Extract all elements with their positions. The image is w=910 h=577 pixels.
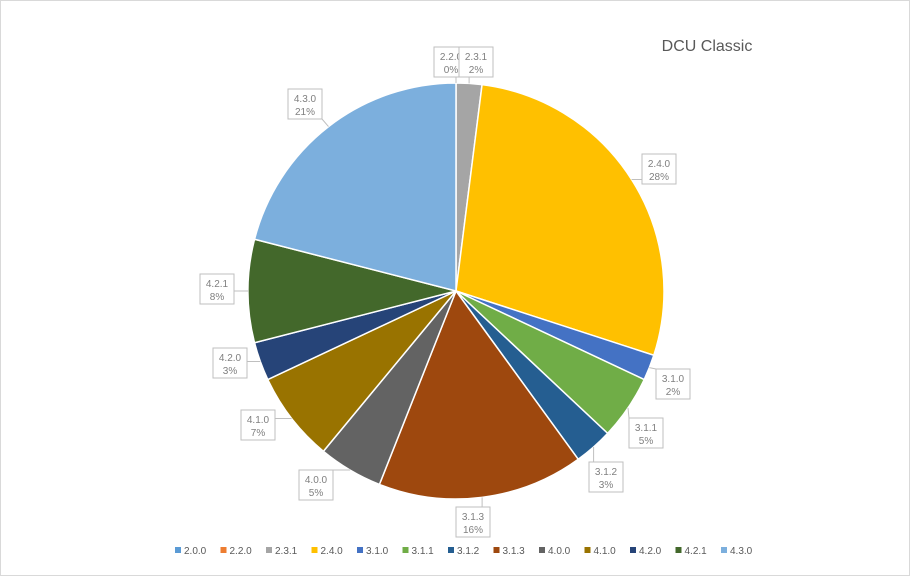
legend-item-3-1-0: 3.1.0 [357,546,389,557]
data-label-category: 4.2.1 [206,279,229,290]
legend-swatch [357,547,363,553]
pie-slice-2-4-0 [455,83,665,357]
data-label-percent: 2% [469,65,484,76]
data-label-box-2-4-0 [641,153,677,185]
data-label-percent: 8% [210,292,225,303]
data-label-box-4-2-0 [212,347,248,379]
pie-slice-3-1-3 [378,289,580,500]
data-label-box-4-3-0 [287,88,323,120]
data-label-percent: 2% [666,387,681,398]
legend-item-4-1-0: 4.1.0 [584,546,617,557]
legend-item-3-1-3: 3.1.3 [493,546,526,557]
legend-label: 2.4.0 [321,546,344,557]
leader-line-3-1-1 [627,407,630,419]
data-label-category: 3.1.1 [635,423,658,434]
data-label-4-2-1: 4.2.1 8% [199,273,248,305]
legend-item-4-2-1: 4.2.1 [675,546,708,557]
legend-swatch [630,547,636,553]
data-label-3-1-3: 3.1.3 16% [455,497,491,538]
data-label-category: 4.1.0 [247,415,270,426]
data-label-box-3-1-1 [628,417,664,449]
data-label-3-1-2: 3.1.2 3% [588,447,624,493]
legend-label: 2.3.1 [275,546,298,557]
data-label-box-3-1-2 [588,461,624,493]
legend-label: 4.2.0 [639,546,662,557]
chart-title: DCU Classic [662,38,753,55]
data-label-2-3-1: 2.3.1 2% [458,46,494,84]
data-label-category: 2.4.0 [648,159,671,170]
data-labels: 2.2.00%2.3.12%2.4.028%3.1.02%3.1.15%3.1.… [199,46,691,538]
data-label-box-4-0-0 [298,469,334,501]
legend-swatch [175,547,181,553]
data-label-box-4-2-1 [199,273,235,305]
data-label-category: 4.0.0 [305,475,328,486]
legend: 2.0.0 2.2.0 2.3.1 2.4.0 3.1.0 3.1.1 3.1.2 3.1.3… [175,546,753,557]
data-label-percent: 5% [639,436,654,447]
data-label-4-0-0: 4.0.0 5% [298,469,351,501]
data-label-box-3-1-0 [655,368,691,400]
data-label-box-3-1-3 [455,506,491,538]
legend-item-2-0-0: 2.0.0 [175,546,207,557]
legend-item-4-0-0: 4.0.0 [539,546,571,557]
legend-item-4-3-0: 4.3.0 [721,546,753,557]
data-label-4-1-0: 4.1.0 7% [240,409,292,441]
legend-label: 2.2.0 [230,546,253,557]
data-label-category: 2.3.1 [465,52,488,63]
legend-label: 3.1.2 [457,546,480,557]
data-label-percent: 28% [649,172,669,183]
legend-item-3-1-2: 3.1.2 [448,546,480,557]
legend-label: 4.2.1 [685,546,708,557]
data-label-category: 3.1.3 [462,512,485,523]
data-label-4-3-0: 4.3.0 21% [287,88,329,127]
data-label-3-1-1: 3.1.1 5% [627,407,664,449]
data-label-box-4-1-0 [240,409,276,441]
data-label-2-4-0: 2.4.0 28% [631,153,677,185]
legend-swatch [266,547,272,553]
legend-label: 3.1.0 [366,546,389,557]
data-label-percent: 3% [599,480,614,491]
legend-swatch [584,547,591,553]
pie-slice-4-3-0 [253,82,457,292]
data-label-percent: 3% [223,366,238,377]
legend-label: 4.3.0 [730,546,753,557]
legend-item-4-2-0: 4.2.0 [630,546,662,557]
legend-label: 3.1.3 [503,546,526,557]
data-label-percent: 5% [309,488,324,499]
legend-swatch [721,547,727,553]
data-label-percent: 21% [295,107,315,118]
leader-line-3-1-0 [649,367,657,370]
pie-slices [247,82,665,500]
data-label-category: 3.1.2 [595,467,618,478]
legend-swatch [675,547,682,553]
legend-label: 2.0.0 [184,546,207,557]
data-label-category: 4.3.0 [294,94,317,105]
leader-line-4-3-0 [321,118,329,127]
legend-swatch [311,547,318,553]
legend-label: 3.1.1 [412,546,435,557]
legend-item-2-3-1: 2.3.1 [266,546,298,557]
data-label-percent: 0% [444,65,459,76]
legend-swatch [220,547,227,553]
data-label-box-2-3-1 [458,46,494,78]
legend-swatch [402,547,409,553]
pie-slice-4-2-1 [247,238,457,344]
legend-swatch [539,547,545,553]
data-label-category: 4.2.0 [219,353,242,364]
legend-swatch [448,547,454,553]
legend-item-2-2-0: 2.2.0 [220,546,253,557]
legend-item-2-4-0: 2.4.0 [311,546,344,557]
legend-swatch [493,547,500,553]
data-label-category: 3.1.0 [662,374,685,385]
data-label-category: 2.2.0 [440,52,463,63]
legend-label: 4.1.0 [594,546,617,557]
data-label-4-2-0: 4.2.0 3% [212,347,261,379]
data-label-3-1-0: 3.1.0 2% [649,367,691,400]
data-label-percent: 7% [251,428,266,439]
data-label-percent: 16% [463,525,483,536]
legend-item-3-1-1: 3.1.1 [402,546,435,557]
legend-label: 4.0.0 [548,546,571,557]
